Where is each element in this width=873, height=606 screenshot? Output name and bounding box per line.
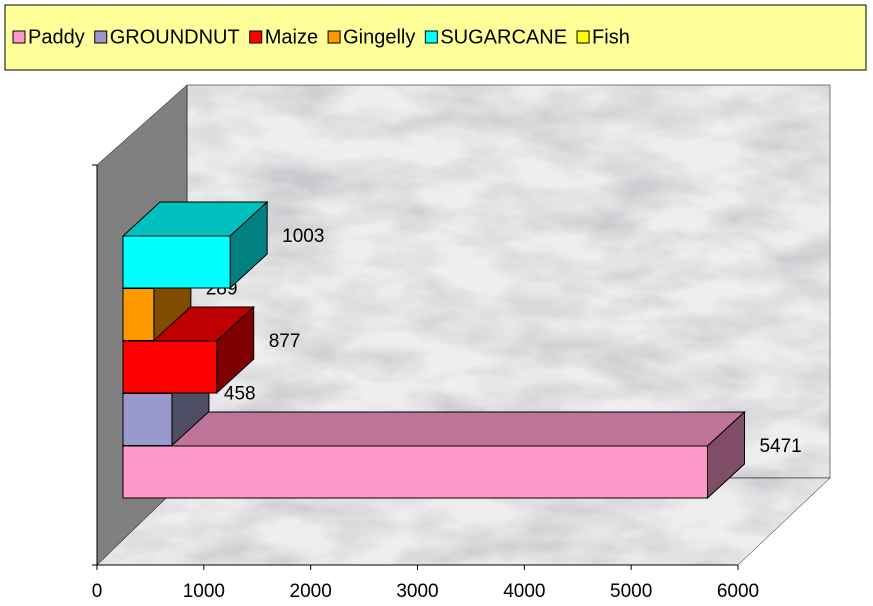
x-tick-label: 6000	[717, 581, 759, 602]
x-tick-label: 0	[92, 581, 103, 602]
bar	[121, 410, 746, 500]
bar-front	[122, 340, 218, 394]
x-tick-label: 1000	[183, 581, 225, 602]
bar-front	[122, 235, 231, 289]
legend-swatch	[94, 30, 108, 44]
legend-swatch	[249, 30, 263, 44]
legend-label: Gingelly	[343, 26, 415, 48]
data-label: 1003	[282, 226, 324, 247]
legend-label: Paddy	[28, 26, 85, 48]
legend-swatch	[12, 30, 26, 44]
x-tick-label: 2000	[290, 581, 332, 602]
legend-swatch	[424, 30, 438, 44]
legend-label: Fish	[592, 26, 630, 48]
bar-front	[122, 288, 155, 341]
bar-front	[122, 393, 173, 446]
legend-label: GROUNDNUT	[110, 26, 240, 48]
bar-front	[122, 445, 708, 499]
data-label: 458	[224, 384, 256, 405]
legend-swatch	[327, 30, 341, 44]
x-tick-label: 5000	[610, 581, 652, 602]
data-label: 877	[269, 331, 301, 352]
legend: Paddy GROUNDNUT Maize Gingelly SUGARCANE Fish	[4, 4, 867, 71]
bar-top	[121, 411, 746, 447]
legend-label: Maize	[265, 26, 318, 48]
data-label: 5471	[759, 436, 801, 457]
x-tick-label: 3000	[396, 581, 438, 602]
x-tick-label: 4000	[503, 581, 545, 602]
bar	[121, 200, 269, 290]
legend-label: SUGARCANE	[440, 26, 567, 48]
legend-swatch	[576, 30, 590, 44]
